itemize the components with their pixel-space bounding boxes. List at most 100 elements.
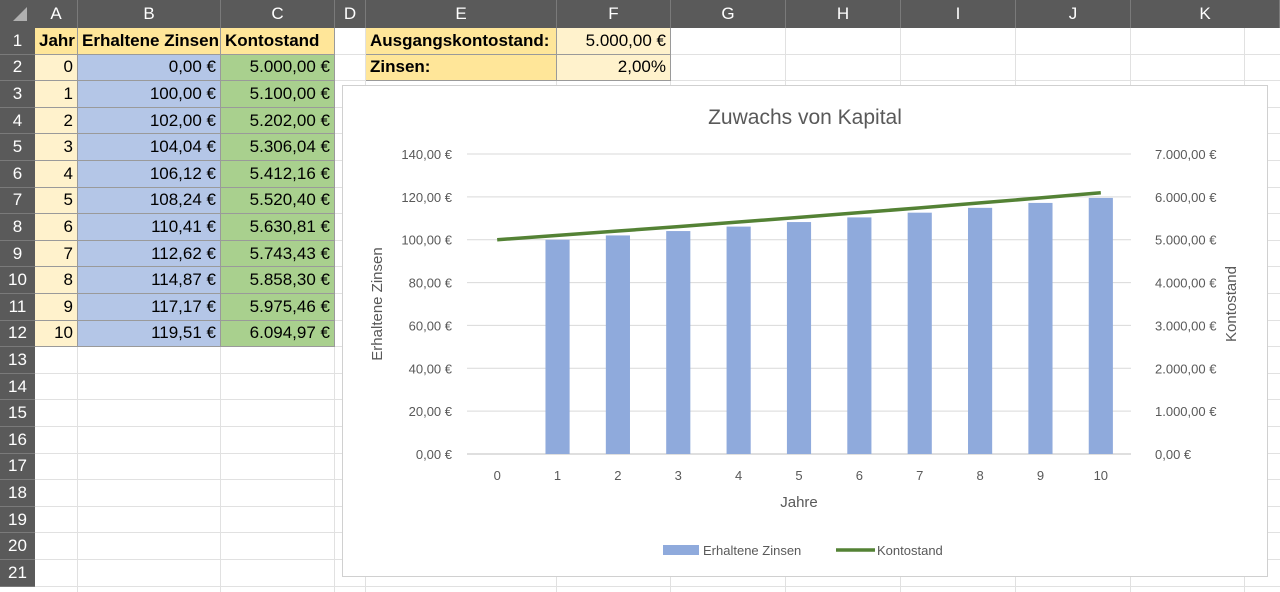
x-tick-label: 10 — [1094, 468, 1108, 483]
y2-tick-label: 2.000,00 € — [1155, 361, 1217, 376]
x-tick-label: 8 — [976, 468, 983, 483]
row-header-1[interactable]: 1 — [0, 28, 35, 55]
row-header-8[interactable]: 8 — [0, 214, 35, 241]
legend-label-kontostand: Kontostand — [877, 543, 943, 558]
row-header-19[interactable]: 19 — [0, 506, 35, 534]
cell-interest[interactable]: 117,17 € — [78, 294, 221, 321]
label-ausgangskontostand[interactable]: Ausgangskontostand: — [366, 28, 557, 55]
cell-year[interactable]: 3 — [35, 134, 78, 161]
legend-label-erhaltene-zinsen: Erhaltene Zinsen — [703, 543, 801, 558]
cell-balance[interactable]: 5.520,40 € — [221, 187, 335, 215]
row-header-10[interactable]: 10 — [0, 267, 35, 294]
cell-balance[interactable]: 5.858,30 € — [221, 267, 335, 294]
column-header-c[interactable]: C — [221, 0, 335, 28]
cell-year[interactable]: 2 — [35, 107, 78, 135]
bar-erhaltene-zinsen — [726, 226, 751, 454]
row-header-18[interactable]: 18 — [0, 480, 35, 507]
cell-year[interactable]: 5 — [35, 187, 78, 215]
header-cell-kontostand[interactable]: Kontostand — [221, 28, 335, 55]
row-header-2[interactable]: 2 — [0, 54, 35, 82]
cell-interest[interactable]: 112,62 € — [78, 240, 221, 268]
cell-balance[interactable]: 6.094,97 € — [221, 320, 335, 348]
column-header-k[interactable]: K — [1131, 0, 1280, 28]
header-cell-jahr[interactable]: Jahr — [35, 28, 78, 55]
row-header-11[interactable]: 11 — [0, 294, 35, 321]
cell-balance[interactable]: 5.306,04 € — [221, 134, 335, 161]
cell-interest[interactable]: 106,12 € — [78, 161, 221, 188]
row-header-20[interactable]: 20 — [0, 533, 35, 560]
column-header-b[interactable]: B — [78, 0, 221, 28]
y-tick-label: 60,00 € — [409, 318, 453, 333]
cell-balance[interactable]: 5.975,46 € — [221, 294, 335, 321]
cell-year[interactable]: 10 — [35, 320, 78, 348]
x-tick-label: 3 — [675, 468, 682, 483]
header-cell-erhaltene-zinsen[interactable]: Erhaltene Zinsen — [78, 28, 221, 55]
bar-erhaltene-zinsen — [786, 222, 812, 454]
row-header-4[interactable]: 4 — [0, 107, 35, 135]
bar-erhaltene-zinsen — [1088, 197, 1113, 454]
cell-interest[interactable]: 100,00 € — [78, 81, 221, 108]
row-header-13[interactable]: 13 — [0, 347, 35, 374]
cell-interest[interactable]: 114,87 € — [78, 267, 221, 294]
cell-year[interactable]: 1 — [35, 81, 78, 108]
chart[interactable]: Zuwachs von Kapital 0,00 € 0,00 € 20,00 € 1.… — [342, 85, 1268, 577]
cell-interest[interactable]: 0,00 € — [78, 54, 221, 82]
row-header-17[interactable]: 17 — [0, 453, 35, 481]
column-header-g[interactable]: G — [671, 0, 786, 28]
cell-interest[interactable]: 102,00 € — [78, 107, 221, 135]
cell-year[interactable]: 7 — [35, 240, 78, 268]
column-header-a[interactable]: A — [35, 0, 78, 28]
row-header-9[interactable]: 9 — [0, 240, 35, 268]
row-header-16[interactable]: 16 — [0, 427, 35, 454]
legend-swatch-erhaltene-zinsen — [663, 545, 699, 555]
row-header-12[interactable]: 12 — [0, 320, 35, 348]
label-zinsen[interactable]: Zinsen: — [366, 54, 557, 82]
row-header-14[interactable]: 14 — [0, 373, 35, 401]
cell-balance[interactable]: 5.202,00 € — [221, 107, 335, 135]
cell-year[interactable]: 9 — [35, 294, 78, 321]
bar-erhaltene-zinsen — [545, 239, 570, 454]
cell-year[interactable]: 0 — [35, 54, 78, 82]
cell-interest[interactable]: 108,24 € — [78, 187, 221, 215]
value-ausgangskontostand[interactable]: 5.000,00 € — [557, 28, 671, 55]
column-header-f[interactable]: F — [557, 0, 671, 28]
y2-axis-title: Kontostand — [1223, 266, 1240, 342]
y2-tick-label: 7.000,00 € — [1155, 147, 1217, 162]
cell-balance[interactable]: 5.100,00 € — [221, 81, 335, 108]
x-tick-label: 5 — [795, 468, 802, 483]
gridline-horizontal — [35, 585, 1280, 587]
cell-interest[interactable]: 104,04 € — [78, 134, 221, 161]
bar-erhaltene-zinsen — [605, 235, 630, 454]
y-tick-label: 20,00 € — [409, 404, 453, 419]
cell-year[interactable]: 6 — [35, 214, 78, 241]
y2-tick-label: 0,00 € — [1155, 447, 1192, 462]
column-header-h[interactable]: H — [786, 0, 901, 28]
cell-balance[interactable]: 5.630,81 € — [221, 214, 335, 241]
cell-interest[interactable]: 119,51 € — [78, 320, 221, 348]
x-tick-label: 1 — [554, 468, 561, 483]
row-header-21[interactable]: 21 — [0, 560, 35, 587]
select-all-icon — [13, 7, 27, 21]
cell-balance[interactable]: 5.743,43 € — [221, 240, 335, 268]
cell-year[interactable]: 4 — [35, 161, 78, 188]
row-header-3[interactable]: 3 — [0, 81, 35, 108]
row-header-7[interactable]: 7 — [0, 187, 35, 215]
row-header-6[interactable]: 6 — [0, 161, 35, 188]
bar-erhaltene-zinsen — [1028, 202, 1053, 454]
value-zinsen[interactable]: 2,00% — [557, 54, 671, 82]
cell-balance[interactable]: 5.412,16 € — [221, 161, 335, 188]
column-header-j[interactable]: J — [1016, 0, 1131, 28]
cell-interest[interactable]: 110,41 € — [78, 214, 221, 241]
x-tick-label: 9 — [1037, 468, 1044, 483]
y-axis-title: Erhaltene Zinsen — [369, 247, 386, 360]
column-header-e[interactable]: E — [366, 0, 557, 28]
chart-title: Zuwachs von Kapital — [708, 106, 902, 129]
cell-year[interactable]: 8 — [35, 267, 78, 294]
row-header-15[interactable]: 15 — [0, 400, 35, 427]
column-header-i[interactable]: I — [901, 0, 1016, 28]
row-header-5[interactable]: 5 — [0, 134, 35, 161]
select-all-corner[interactable] — [0, 0, 35, 28]
cell-balance[interactable]: 5.000,00 € — [221, 54, 335, 82]
column-header-d[interactable]: D — [335, 0, 366, 28]
